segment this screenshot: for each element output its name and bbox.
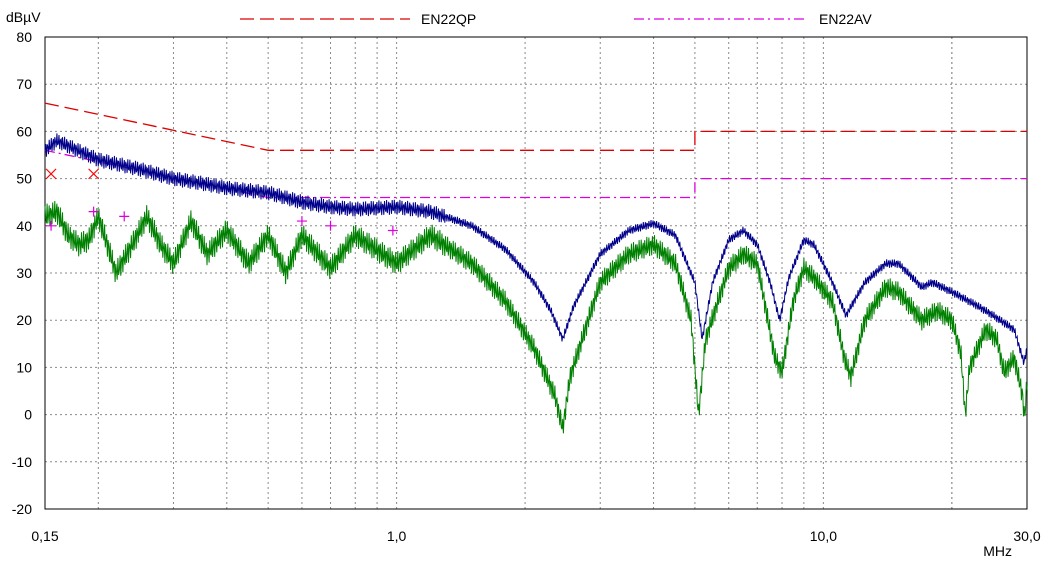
y-tick-label: 30 xyxy=(16,265,32,281)
limit-line-en22av xyxy=(44,149,1027,199)
grid xyxy=(45,37,1027,509)
legend-label-en22av: EN22AV xyxy=(819,11,872,27)
y-tick-label: 50 xyxy=(16,171,32,187)
qp-marker xyxy=(45,168,57,180)
y-tick-label: 70 xyxy=(16,76,32,92)
x-tick-label: 1,0 xyxy=(387,528,407,544)
series-line-1 xyxy=(44,133,1028,365)
av-marker xyxy=(296,216,307,227)
limit-line-en22qp xyxy=(44,102,1027,151)
x-tick-label: 10,0 xyxy=(810,528,837,544)
y-tick-label: 20 xyxy=(16,312,32,328)
x-tick-label: 0,15 xyxy=(31,528,58,544)
qp-marker xyxy=(88,168,100,180)
x-axis-label: MHz xyxy=(983,543,1012,559)
y-tick-labels: 80 70 60 50 40 30 20 10 0 -10 -20 xyxy=(12,29,32,517)
av-marker xyxy=(119,211,130,222)
av-marker xyxy=(46,220,57,231)
x-tick-label: 30,0 xyxy=(1013,528,1040,544)
measurement-series xyxy=(44,133,1028,434)
x-tick-labels: 0,15 1,0 10,0 30,0 xyxy=(31,528,1040,544)
markers xyxy=(45,168,398,236)
y-tick-label: -20 xyxy=(12,501,32,517)
y-tick-label: 80 xyxy=(16,29,32,45)
legend-label-en22qp: EN22QP xyxy=(421,11,476,27)
plot-frame xyxy=(44,36,1028,510)
y-tick-label: 40 xyxy=(16,218,32,234)
av-marker xyxy=(88,206,99,217)
series-line-2 xyxy=(44,200,1028,434)
y-tick-label: 60 xyxy=(16,123,32,139)
y-tick-label: -10 xyxy=(12,454,32,470)
y-tick-label: 0 xyxy=(24,407,32,423)
y-tick-label: 10 xyxy=(16,359,32,375)
av-marker xyxy=(325,220,336,231)
limit-lines xyxy=(44,102,1027,199)
av-marker xyxy=(387,225,398,236)
legend: EN22QP EN22AV xyxy=(240,11,872,27)
y-axis-label: dBµV xyxy=(6,9,41,25)
